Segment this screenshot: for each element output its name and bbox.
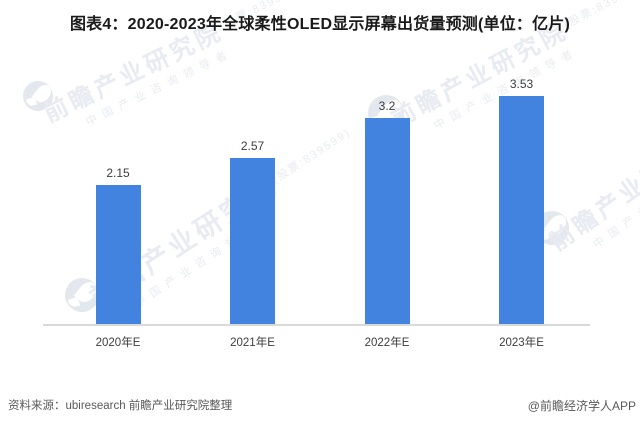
- watermark-stock: (股票:839599): [270, 126, 354, 187]
- bar: [364, 117, 410, 324]
- bar: [95, 185, 141, 324]
- x-axis-tick-label: 2020年E: [95, 337, 141, 349]
- bar-value-label: 3.53: [509, 77, 534, 92]
- x-axis-tick-label: 2021年E: [230, 337, 275, 349]
- x-axis-tick-label: 2023年E: [499, 337, 544, 349]
- credit-text: @前瞻经济学人APP: [527, 399, 636, 413]
- watermark-brand: 前瞻产业研究院: [39, 18, 228, 129]
- bar: [499, 96, 544, 324]
- watermark-logo-icon: [65, 278, 99, 312]
- chart-title: 图表4：2020-2023年全球柔性OLED显示屏幕出货量预测(单位：亿片): [69, 16, 571, 33]
- source-text: 资料来源：ubiresearch 前瞻产业研究院整理: [8, 400, 233, 412]
- watermark-logo-icon: [23, 81, 53, 111]
- x-axis-line: [43, 324, 590, 326]
- x-axis-tick-label: 2022年E: [364, 337, 410, 349]
- bar-value-label: 2.57: [240, 139, 265, 154]
- bar-value-label: 3.2: [378, 98, 396, 113]
- watermark-tagline: 中国产业咨询领导者: [591, 148, 640, 251]
- bar: [230, 158, 275, 324]
- watermark-brand: 前瞻产业研究院: [387, 17, 573, 134]
- bar-value-label: 2.15: [106, 166, 130, 181]
